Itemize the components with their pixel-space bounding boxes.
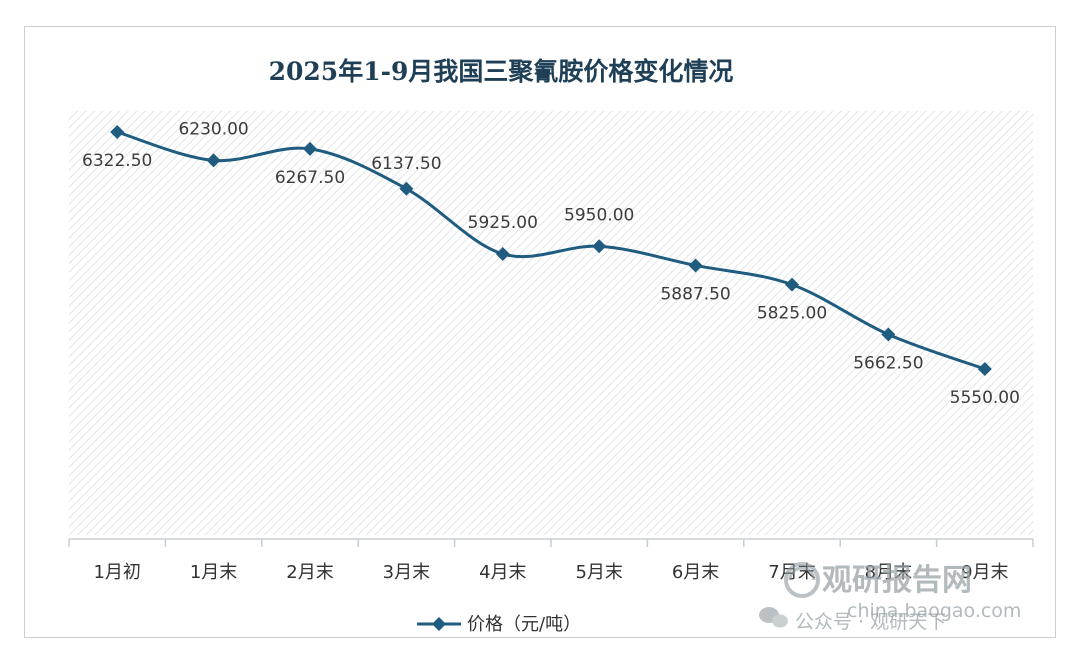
data-label: 6267.50: [275, 168, 345, 188]
data-point-marker: [206, 153, 221, 168]
data-label: 5662.50: [853, 353, 923, 373]
chart-title: 2025年1-9月我国三聚氰胺价格变化情况: [269, 57, 734, 86]
data-point-marker: [303, 141, 317, 156]
legend-label: 价格（元/吨）: [467, 614, 581, 635]
x-axis-ticks: [68, 539, 1034, 547]
x-tick-label: 8月末: [865, 562, 912, 583]
data-label: 6137.50: [371, 154, 441, 174]
chart-frame: 2025年1-9月我国三聚氰胺价格变化情况 1月初 1月末 2月末 3月末 4月末 5月末…: [24, 26, 1056, 638]
data-point-marker: [110, 125, 125, 139]
x-tick-label: 9月末: [961, 562, 1008, 583]
data-label: 5925.00: [468, 213, 538, 233]
data-point-marker: [881, 327, 896, 342]
x-tick-label: 3月末: [383, 562, 430, 583]
watermark: 观研报告网 china.baogao.com 公众号 · 观研天下: [759, 562, 1021, 633]
watermark-account: 公众号 · 观研天下: [795, 611, 946, 633]
watermark-logo-icon: [784, 562, 820, 598]
data-label: 5950.00: [564, 205, 634, 225]
watermark-site: china.baogao.com: [847, 600, 1021, 622]
wechat-icon: [759, 607, 788, 628]
legend-marker-icon: [432, 617, 446, 631]
watermark-brand: 观研报告网: [822, 563, 972, 598]
data-point-marker: [785, 277, 799, 292]
x-tick-label: 5月末: [575, 562, 622, 583]
data-point-marker: [688, 258, 703, 273]
series-line-price: [116, 130, 986, 371]
legend: 价格（元/吨）: [417, 614, 581, 635]
plot-area: [69, 111, 1033, 535]
x-tick-label: 1月末: [190, 562, 237, 583]
data-point-marker: [495, 246, 510, 261]
series-markers: [110, 125, 992, 376]
data-label: 5825.00: [757, 304, 827, 324]
x-tick-label: 1月初: [93, 562, 140, 583]
x-tick-label: 2月末: [286, 562, 333, 583]
data-label: 5887.50: [660, 284, 730, 304]
data-label: 5550.00: [950, 388, 1020, 408]
data-point-marker: [977, 362, 992, 376]
data-point-marker: [592, 239, 607, 254]
line-chart: 2025年1-9月我国三聚氰胺价格变化情况 1月初 1月末 2月末 3月末 4月末 5月末…: [68, 57, 1034, 635]
x-tick-label: 4月末: [479, 562, 526, 583]
x-tick-label: 6月末: [672, 562, 719, 583]
data-labels: 6322.50 6230.00 6267.50 6137.50 5925.00 5950.…: [82, 119, 1020, 408]
data-label: 6230.00: [178, 119, 248, 139]
data-point-marker: [399, 181, 414, 196]
data-label: 6322.50: [82, 151, 152, 171]
